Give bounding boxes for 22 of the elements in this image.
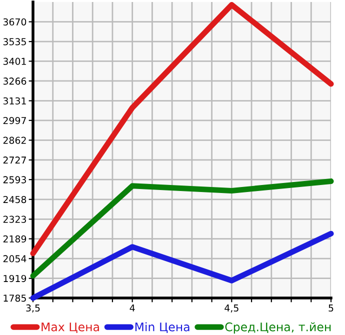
y-tick-label: 2458 — [3, 196, 26, 204]
y-tick-label: 2862 — [3, 136, 26, 144]
legend-label: Min Цена — [135, 322, 190, 334]
y-tick-label: 2054 — [3, 255, 26, 262]
y-tick-label: 1785 — [4, 294, 26, 302]
y-tick-label: 2189 — [3, 235, 26, 243]
legend-label: Сред.Цена, т.йен — [225, 322, 331, 334]
x-tick-label: 3,5 — [26, 304, 40, 313]
legend-label: Max Цена — [42, 322, 99, 334]
y-tick-label: 3535 — [3, 38, 26, 46]
x-tick-label: 4,5 — [224, 304, 238, 313]
y-tick-label: 3670 — [3, 18, 26, 26]
x-tick-label: 5 — [328, 304, 334, 312]
y-tick-label: 2323 — [3, 216, 26, 223]
y-tick-label: 2727 — [3, 156, 26, 164]
y-tick-label: 2593 — [3, 176, 26, 184]
y-tick-label: 2997 — [3, 116, 26, 124]
y-tick-label: 1919 — [4, 274, 26, 282]
y-tick-label: 3401 — [3, 58, 26, 65]
y-tick-label: 3131 — [3, 97, 26, 104]
x-tick-label: 4 — [130, 304, 135, 312]
y-tick-label: 3266 — [3, 78, 26, 85]
